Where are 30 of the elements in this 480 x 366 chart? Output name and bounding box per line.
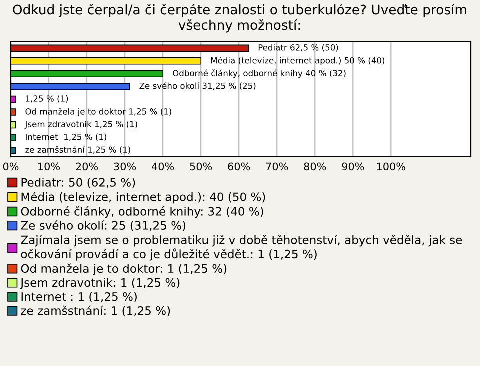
- legend-label: Odborné články, odborné knihy: 32 (40 %): [21, 206, 264, 218]
- data-label: ze zamšstnání 1,25 % (1): [26, 146, 130, 154]
- legend-label: Jsem zdravotnik: 1 (1,25 %): [20, 278, 180, 290]
- x-tick-label: 20%: [76, 162, 98, 171]
- legend-label: Média (televize, internet apod.): 40 (50 %): [22, 192, 266, 204]
- x-tick-label: 80%: [304, 162, 326, 171]
- data-label: 1,25 % (1): [26, 95, 68, 103]
- legend-label: Ze svého okolí: 25 (31,25 %): [21, 220, 186, 232]
- legend-label: Zajímala jsem se o problematiku již v době těhotenství, abych věděla, jak se očkování provádí a co je důležité vědět.: 1 (1,25 %): [21, 235, 462, 261]
- x-tick-label: 40%: [152, 162, 174, 171]
- data-label: Odborné články, odborné knihy 40 % (32): [173, 70, 346, 78]
- data-label: Jsem zdravotnik 1,25 % (1): [24, 121, 138, 130]
- x-tick-label: 60%: [228, 162, 250, 171]
- data-label: Pediatr 62,5 % (50): [258, 44, 338, 52]
- x-tick-label: 30%: [114, 162, 136, 171]
- data-label: Média (televize, internet apod.) 50 % (40): [211, 56, 385, 66]
- legend-label: ze zamšstnání: 1 (1,25 %): [21, 306, 170, 317]
- legend-label: Pediatr: 50 (62,5 %): [22, 178, 136, 188]
- x-tick-label: 50%: [190, 162, 212, 171]
- data-label: Internet 1,25 % (1): [26, 134, 107, 142]
- chart-title: Odkud jste čerpal/a či čerpáte znalosti o tuberkulóze? Uveďte prosím všechny možností:: [13, 4, 466, 33]
- x-tick-label: 10%: [38, 162, 60, 171]
- x-tick-label: 90%: [342, 162, 364, 171]
- legend-label: Od manžela je to doktor: 1 (1,25 %): [21, 264, 227, 276]
- x-tick-label: 0%: [3, 162, 19, 171]
- legend-label: Internet : 1 (1,25 %): [22, 292, 137, 303]
- data-label: Od manžela je to doktor 1,25 % (1): [26, 108, 172, 116]
- x-tick-label: 70%: [266, 162, 288, 171]
- x-tick-label: 100%: [377, 162, 406, 171]
- data-label: Ze svého okolí 31,25 % (25): [140, 82, 256, 90]
